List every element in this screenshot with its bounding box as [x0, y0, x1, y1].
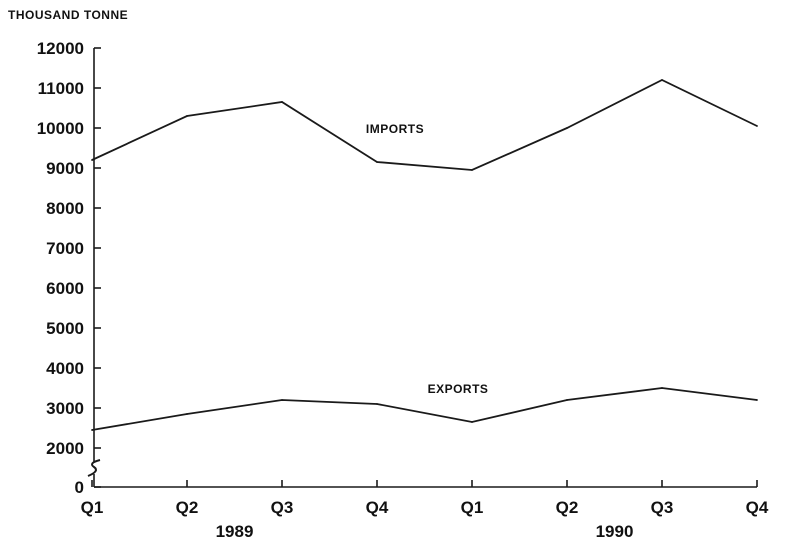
axes — [87, 48, 757, 488]
y-tick-label: 12000 — [37, 39, 84, 58]
y-unit-label: THOUSAND TONNE — [8, 8, 128, 22]
data-point-imports — [661, 79, 663, 81]
x-tick-label: Q4 — [746, 498, 769, 517]
y-tick-label: 8000 — [46, 199, 84, 218]
data-point-exports — [471, 421, 473, 423]
x-tick-label: Q1 — [81, 498, 104, 517]
series-label-imports: IMPORTS — [366, 122, 424, 136]
data-point-exports — [186, 413, 188, 415]
y-tick-label: 11000 — [38, 79, 84, 98]
data-point-imports — [281, 101, 283, 103]
data-point-exports — [91, 429, 93, 431]
data-point-imports — [91, 159, 93, 161]
y-tick-label: 2000 — [46, 439, 84, 458]
y-tick-label: 9000 — [46, 159, 84, 178]
data-point-imports — [566, 127, 568, 129]
x-tick-label: Q4 — [366, 498, 389, 517]
data-point-imports — [471, 169, 473, 171]
series-label-exports: EXPORTS — [428, 382, 489, 396]
data-point-exports — [756, 399, 758, 401]
data-point-imports — [376, 161, 378, 163]
x-tick-label: Q3 — [271, 498, 294, 517]
y-ticks: 0 2000 3000 4000 5000 6000 7000 8000 9000 10000 11… — [37, 39, 101, 497]
x-tick-label: Q2 — [556, 498, 579, 517]
year-label: 1990 — [596, 522, 634, 541]
y-tick-label: 3000 — [46, 399, 84, 418]
data-point-imports — [186, 115, 188, 117]
axis-break-mark — [87, 459, 101, 477]
data-point-exports — [376, 403, 378, 405]
y-tick-label: 6000 — [46, 279, 84, 298]
x-tick-label: Q1 — [461, 498, 484, 517]
y-tick-label: 4000 — [46, 359, 84, 378]
data-point-exports — [281, 399, 283, 401]
y-tick-label: 0 — [75, 478, 84, 497]
y-tick-label: 10000 — [37, 119, 84, 138]
x-ticks: Q1 Q2 Q3 Q4 Q1 Q2 Q3 Q4 — [81, 480, 769, 517]
x-tick-label: Q3 — [651, 498, 674, 517]
series-line-exports — [91, 387, 758, 431]
x-tick-label: Q2 — [176, 498, 199, 517]
series-labels: IMPORTS EXPORTS — [366, 122, 489, 396]
y-tick-label: 5000 — [46, 319, 84, 338]
data-point-exports — [566, 399, 568, 401]
year-label: 1989 — [216, 522, 254, 541]
series-line-imports — [91, 78, 758, 171]
series-lines — [91, 78, 758, 431]
year-labels: 1989 1990 — [216, 522, 634, 541]
data-point-exports — [661, 387, 663, 389]
data-point-imports — [756, 125, 758, 127]
y-tick-label: 7000 — [46, 239, 84, 258]
